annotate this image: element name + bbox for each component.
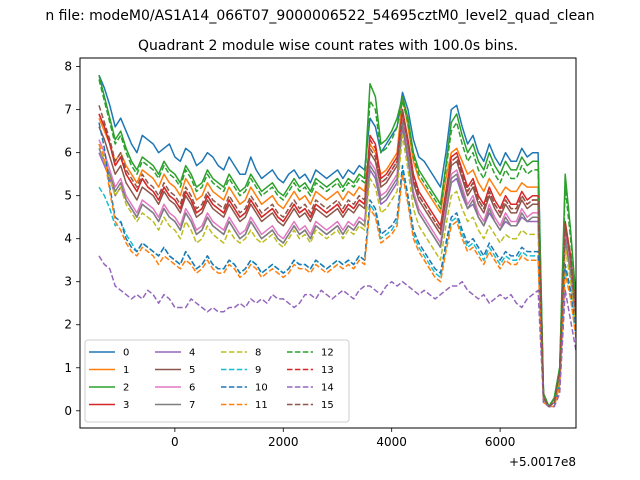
legend-label-1: 1 <box>123 365 129 376</box>
series-line-10 <box>98 122 576 408</box>
legend-label-2: 2 <box>123 383 129 394</box>
x-tick-label: 0 <box>171 435 179 449</box>
legend-label-10: 10 <box>255 383 268 394</box>
legend-label-3: 3 <box>123 400 129 411</box>
legend-label-11: 11 <box>255 400 268 411</box>
chart-title: Quadrant 2 module wise count rates with … <box>138 38 518 54</box>
series-line-2 <box>98 75 576 408</box>
axes-frame <box>79 57 577 429</box>
series-line-11 <box>98 143 576 408</box>
y-tick-label: 7 <box>64 103 72 117</box>
x-tick-label: 6000 <box>485 435 516 449</box>
figure-suptitle: n file: modeM0/AS1A14_066T07_9000006522_… <box>45 8 594 24</box>
x-offset-label: +5.0017e8 <box>509 455 576 469</box>
y-tick-label: 2 <box>64 318 72 332</box>
x-tick-label: 4000 <box>376 435 407 449</box>
legend-label-8: 8 <box>255 348 261 359</box>
y-tick-label: 6 <box>64 146 72 160</box>
series-line-15 <box>98 105 576 408</box>
series-line-1 <box>98 95 576 408</box>
legend-label-9: 9 <box>255 365 261 376</box>
legend-label-4: 4 <box>189 348 195 359</box>
series-line-7 <box>98 121 576 408</box>
legend-label-6: 6 <box>189 383 195 394</box>
series-line-8 <box>98 134 576 408</box>
series-line-0 <box>98 74 576 408</box>
legend-label-12: 12 <box>321 348 334 359</box>
series-line-12 <box>98 79 576 408</box>
y-tick-label: 1 <box>64 361 72 375</box>
legend-label-14: 14 <box>321 383 334 394</box>
legend-label-5: 5 <box>189 365 195 376</box>
y-tick-label: 3 <box>64 275 72 289</box>
legend-label-15: 15 <box>321 400 334 411</box>
y-tick-label: 8 <box>64 60 72 74</box>
legend-label-7: 7 <box>189 400 195 411</box>
series-line-5 <box>98 113 576 408</box>
plot-area <box>98 74 576 408</box>
legend-label-13: 13 <box>321 365 334 376</box>
y-tick-label: 4 <box>64 232 72 246</box>
y-tick-label: 0 <box>64 404 72 418</box>
x-tick-label: 2000 <box>268 435 299 449</box>
legend-label-0: 0 <box>123 348 129 359</box>
series-line-14 <box>98 255 576 408</box>
series-line-6 <box>98 117 576 408</box>
legend-box <box>84 339 350 423</box>
y-tick-label: 5 <box>64 189 72 203</box>
